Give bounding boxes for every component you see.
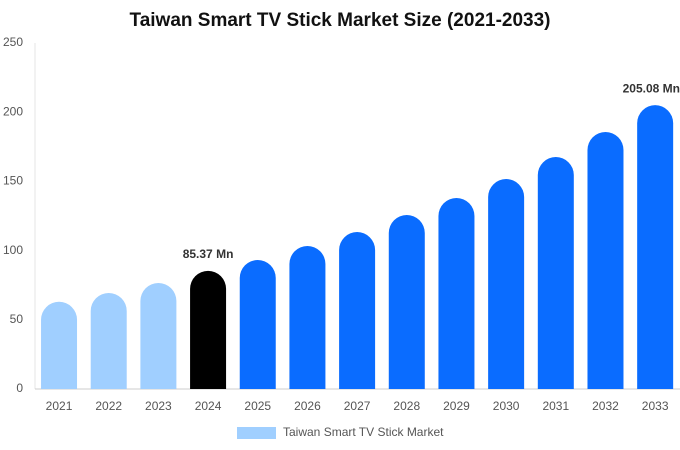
x-tick-label: 2027: [344, 399, 371, 413]
bar: [438, 198, 475, 389]
x-tick-label: 2022: [95, 399, 122, 413]
x-tick-label: 2028: [393, 399, 420, 413]
x-tick-label: 2023: [145, 399, 172, 413]
y-tick-label: 200: [3, 104, 23, 118]
y-tick-label: 250: [3, 35, 23, 49]
legend-label: Taiwan Smart TV Stick Market: [283, 425, 444, 439]
x-tick-label: 2021: [46, 399, 73, 413]
x-tick-label: 2024: [195, 399, 222, 413]
x-tick-label: 2025: [244, 399, 271, 413]
x-tick-label: 2029: [443, 399, 470, 413]
y-tick-label: 150: [3, 174, 23, 188]
bar: [239, 260, 276, 389]
bar: [190, 270, 227, 389]
x-tick-label: 2033: [642, 399, 669, 413]
y-tick-label: 50: [10, 312, 24, 326]
bar: [339, 232, 376, 389]
bar: [637, 105, 674, 389]
y-tick-label: 100: [3, 243, 23, 257]
x-tick-label: 2032: [592, 399, 619, 413]
bar: [388, 215, 425, 389]
bar: [488, 179, 525, 389]
value-label: 85.37 Mn: [183, 247, 234, 261]
bar: [289, 246, 326, 389]
value-label: 205.08 Mn: [623, 81, 680, 95]
bar: [41, 301, 78, 389]
bar: [140, 282, 177, 389]
x-tick-label: 2030: [493, 399, 520, 413]
bar: [537, 157, 574, 389]
chart-title: Taiwan Smart TV Stick Market Size (2021-…: [130, 10, 551, 31]
x-tick-label: 2026: [294, 399, 321, 413]
y-tick-label: 0: [16, 381, 23, 395]
bar: [587, 131, 624, 389]
legend-swatch: [237, 427, 276, 439]
x-tick-label: 2031: [542, 399, 569, 413]
bar: [90, 292, 127, 389]
